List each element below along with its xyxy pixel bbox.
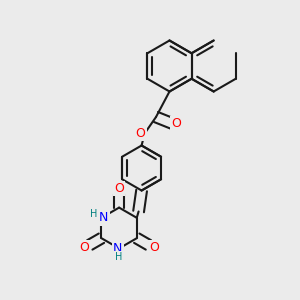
Text: H: H <box>91 208 98 219</box>
Text: O: O <box>149 241 159 254</box>
Text: O: O <box>136 127 145 140</box>
Text: N: N <box>113 242 122 255</box>
Text: H: H <box>116 252 123 262</box>
Text: O: O <box>79 241 89 254</box>
Text: O: O <box>172 117 181 130</box>
Text: N: N <box>99 211 109 224</box>
Text: O: O <box>114 182 124 195</box>
